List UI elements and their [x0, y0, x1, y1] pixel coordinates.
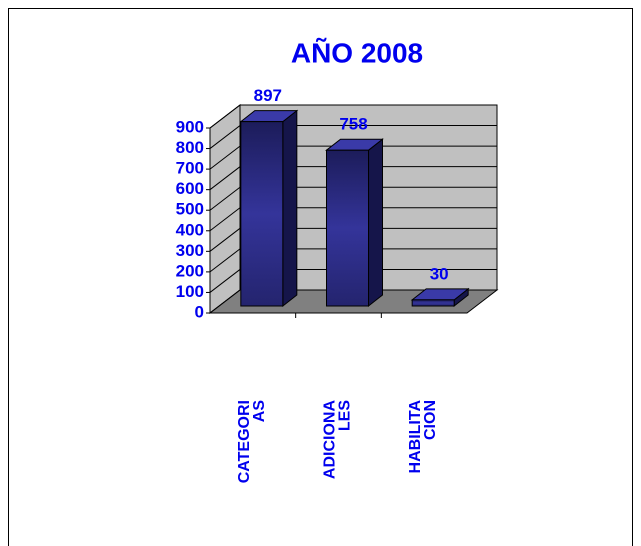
- grid-line: [209, 248, 241, 273]
- bar: [411, 299, 455, 307]
- chart-title: AÑO 2008: [291, 37, 423, 68]
- data-label: 758: [339, 115, 367, 134]
- y-tick-label: 700: [176, 159, 204, 178]
- grid-line: [209, 145, 241, 170]
- x-tick-label: HABILITACION: [407, 400, 439, 474]
- y-tick-label: 500: [176, 200, 204, 219]
- y-tick-label: 200: [176, 261, 204, 280]
- y-tick-label: 400: [176, 220, 204, 239]
- y-tick-label: 600: [176, 179, 204, 198]
- bar-side: [282, 109, 298, 308]
- grid-line: [209, 125, 241, 149]
- bar: [240, 121, 284, 307]
- y-tick-label: 0: [195, 302, 204, 321]
- grid-line: [209, 104, 241, 129]
- y-tick-label: 800: [176, 138, 204, 157]
- grid-line: [209, 289, 241, 314]
- data-label: 897: [254, 86, 282, 105]
- side-wall: [209, 103, 241, 315]
- x-tick-label: ADICIONALES: [322, 400, 354, 480]
- y-tick-label: 100: [176, 282, 204, 301]
- y-tick-label: 300: [176, 241, 204, 260]
- bar-side: [368, 138, 383, 308]
- grid-line: [209, 166, 241, 191]
- bar: [326, 149, 369, 307]
- grid-line: [209, 207, 241, 232]
- grid-line: [209, 186, 241, 211]
- y-tick-label: 900: [176, 117, 204, 136]
- data-label: 30: [430, 264, 449, 283]
- x-tick-label: CATEGORIAS: [236, 400, 268, 484]
- grid-line: [209, 227, 241, 252]
- grid-line: [209, 269, 241, 293]
